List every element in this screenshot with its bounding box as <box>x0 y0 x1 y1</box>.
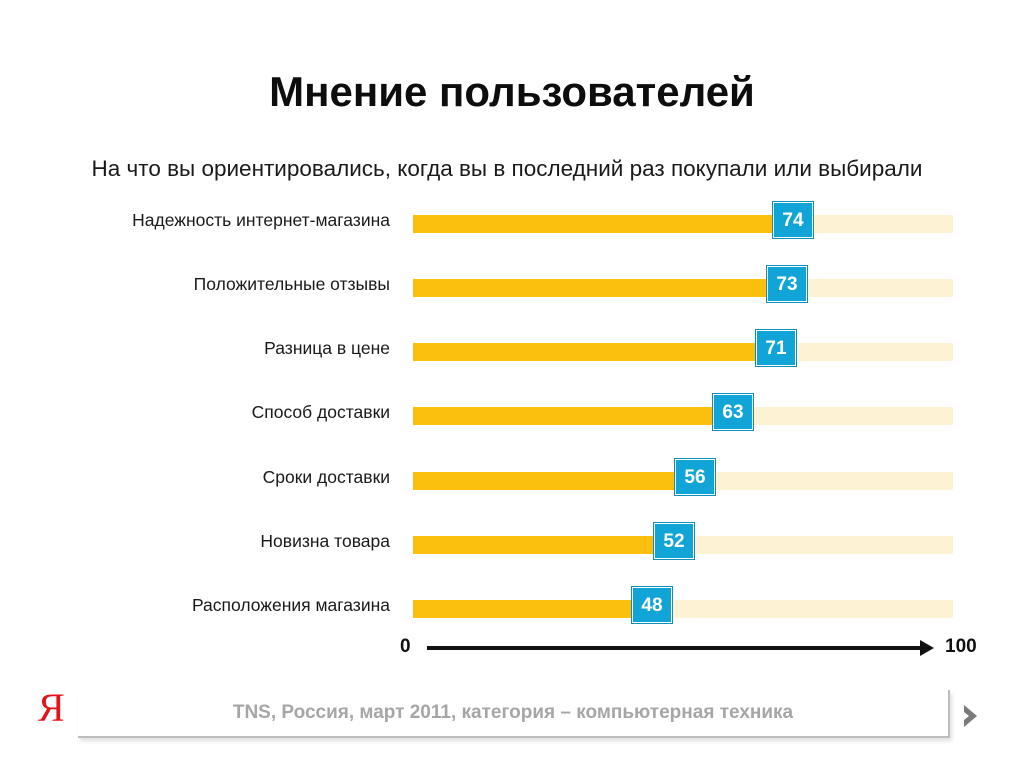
bar-row: Расположения магазина 48 <box>0 587 1024 635</box>
bar-row: Разница в цене 71 <box>0 330 1024 378</box>
category-label: Способ доставки <box>251 402 390 422</box>
bar <box>413 279 807 297</box>
x-axis-max-label: 100 <box>945 636 977 657</box>
value-label: 71 <box>756 330 796 366</box>
category-label: Сроки доставки <box>262 467 390 487</box>
source-footer-text: TNS, Россия, март 2011, категория – комп… <box>232 702 794 723</box>
source-footer: TNS, Россия, март 2011, категория – комп… <box>78 690 950 738</box>
bar-row: Новизна товара 52 <box>0 523 1024 571</box>
bar-row: Сроки доставки 56 <box>0 459 1024 507</box>
bar <box>413 407 753 425</box>
x-axis-line <box>427 646 927 650</box>
x-axis-min-label: 0 <box>400 636 411 657</box>
value-label: 52 <box>654 523 694 559</box>
value-label: 56 <box>675 459 715 495</box>
x-axis: 0 100 <box>0 630 1024 666</box>
value-label: 63 <box>713 394 753 430</box>
bar <box>413 536 694 554</box>
yandex-logo-icon: Я <box>38 685 65 730</box>
bar <box>413 472 715 490</box>
category-label: Положительные отзывы <box>193 274 390 294</box>
bar <box>413 215 813 233</box>
category-label: Новизна товара <box>260 531 390 551</box>
category-label: Расположения магазина <box>191 595 390 615</box>
bar-row: Способ доставки 63 <box>0 394 1024 442</box>
value-label: 73 <box>767 266 807 302</box>
chart-subtitle: На что вы ориентировались, когда вы в по… <box>91 156 923 181</box>
bar-row: Положительные отзывы 73 <box>0 266 1024 314</box>
bar-row: Надежность интернет-магазина 74 <box>0 202 1024 250</box>
bar <box>413 600 672 618</box>
x-axis-arrow-icon <box>920 640 934 656</box>
bar <box>413 343 796 361</box>
slide-title: Мнение пользователей <box>269 68 755 115</box>
value-label: 48 <box>632 587 672 623</box>
chevron-right-icon[interactable] <box>960 703 982 729</box>
category-label: Надежность интернет-магазина <box>132 210 390 230</box>
value-label: 74 <box>773 202 813 238</box>
category-label: Разница в цене <box>264 338 390 358</box>
